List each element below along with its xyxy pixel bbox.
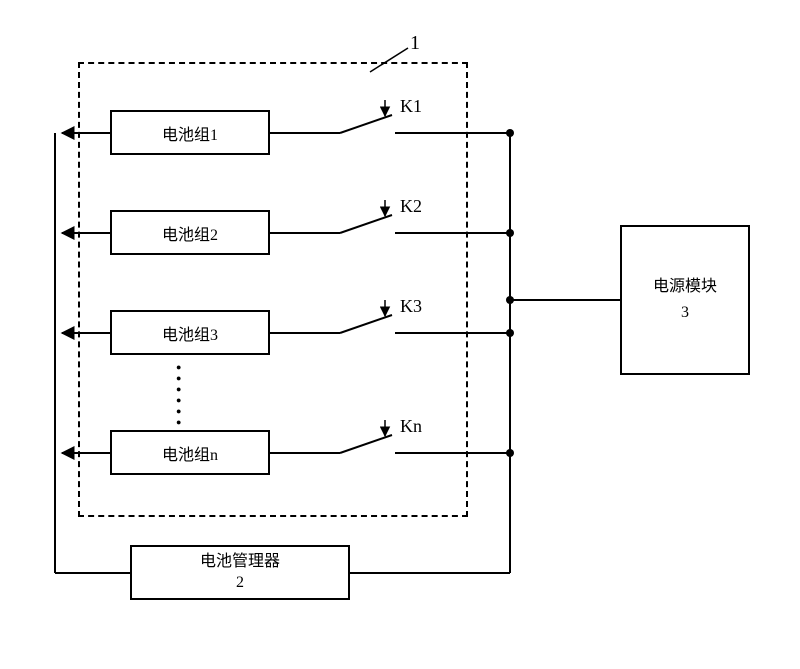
switch-k1-label: K1 (400, 96, 422, 116)
wiring-layer: K1 K2 K3 Kn (0, 0, 800, 669)
switch-kn: Kn (270, 416, 514, 457)
switch-k3: K3 (270, 296, 514, 337)
left-collector (55, 133, 130, 573)
switch-k3-label: K3 (400, 296, 422, 316)
switch-k2-label: K2 (400, 196, 422, 216)
switch-k1: K1 (270, 96, 514, 137)
bus-mid-node (506, 296, 514, 304)
leader-line-1 (370, 48, 408, 72)
switch-k2: K2 (270, 196, 514, 237)
diagram-canvas: 1 电池组1 电池组2 电池组3 电池组n ●●●●●● 电池管理器 2 电源模… (0, 0, 800, 669)
switch-kn-label: Kn (400, 416, 422, 436)
